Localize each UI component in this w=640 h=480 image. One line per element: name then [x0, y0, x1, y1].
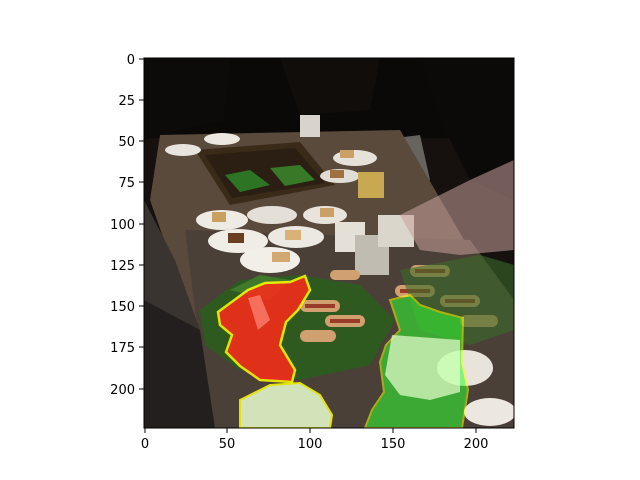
x-tick-label: 150: [381, 437, 406, 452]
y-tick-label: 0: [127, 53, 135, 68]
x-tick-label: 200: [464, 437, 489, 452]
y-tick-label: 200: [110, 383, 135, 398]
y-tick-label: 25: [118, 94, 135, 109]
y-tick-label: 100: [110, 218, 135, 233]
y-tick-label: 175: [110, 341, 135, 356]
y-tick-label: 50: [118, 135, 135, 150]
photo: [144, 58, 514, 428]
y-tick-label: 75: [118, 176, 135, 191]
y-tick-label: 125: [110, 259, 135, 274]
y-axis: 0 25 50 75 100 125 150 175 200: [110, 53, 144, 398]
x-tick-label: 100: [298, 437, 323, 452]
x-tick-label: 50: [219, 437, 236, 452]
x-tick-label: 0: [141, 437, 149, 452]
y-tick-label: 150: [110, 300, 135, 315]
x-axis: 0 50 100 150 200: [141, 428, 489, 452]
